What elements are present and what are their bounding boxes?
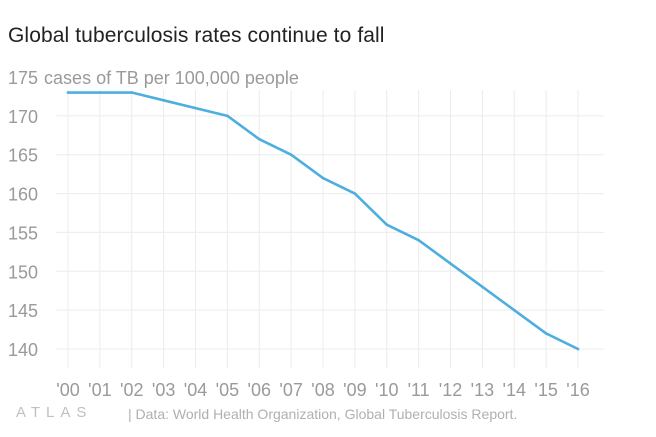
data-source-note: | Data: World Health Organization, Globa…	[128, 406, 518, 422]
data-point	[544, 332, 548, 335]
y-tick-label: 155	[8, 223, 38, 243]
x-tick-label: '00	[56, 380, 79, 400]
y-tick-label: 175 cases of TB per 100,000 people	[8, 68, 299, 88]
data-point	[417, 238, 420, 242]
chart-title: Global tuberculosis rates continue to fa…	[8, 24, 385, 47]
data-point	[66, 91, 70, 94]
y-tick-label: 145	[8, 301, 38, 321]
x-tick-label: '07	[279, 380, 302, 400]
x-tick-label: '01	[88, 380, 111, 400]
x-tick-label: '04	[184, 380, 207, 400]
data-point	[449, 262, 452, 265]
data-point	[130, 91, 134, 94]
x-tick-label: '03	[152, 380, 175, 400]
atlas-logo[interactable]: ATLAS	[16, 404, 93, 421]
x-tick-label: '16	[566, 380, 589, 400]
y-tick-label: 170	[8, 107, 38, 127]
y-axis-label: cases of TB per 100,000 people	[44, 68, 299, 88]
y-tick-label: 165	[8, 146, 38, 166]
data-point	[98, 91, 102, 94]
x-tick-label: '05	[216, 380, 239, 400]
x-tick-label: '14	[503, 380, 526, 400]
x-tick-label: '13	[471, 380, 494, 400]
x-tick-label: '02	[120, 380, 143, 400]
data-point	[481, 285, 484, 289]
data-point	[576, 347, 580, 351]
data-point	[226, 114, 229, 118]
data-point	[512, 308, 516, 312]
data-point	[194, 106, 197, 110]
y-tick-label: 140	[8, 340, 38, 360]
footer: ATLAS | Data: World Health Organization,…	[16, 404, 646, 426]
x-tick-label: '11	[408, 380, 430, 400]
data-point	[289, 153, 293, 157]
x-tick-label: '06	[248, 380, 271, 400]
data-point	[321, 176, 325, 180]
x-tick-label: '12	[439, 380, 462, 400]
data-point	[257, 137, 261, 141]
x-tick-label: '08	[311, 380, 334, 400]
x-tick-label: '09	[343, 380, 366, 400]
x-tick-label: '10	[375, 380, 398, 400]
y-tick-label: 160	[8, 185, 38, 205]
x-tick-label: '15	[534, 380, 557, 400]
data-point	[385, 223, 389, 226]
data-point	[353, 192, 357, 195]
y-tick-label: 150	[8, 262, 38, 282]
line-chart: 175 cases of TB per 100,000 people 170 165 1…	[8, 68, 604, 400]
data-point	[162, 99, 165, 102]
